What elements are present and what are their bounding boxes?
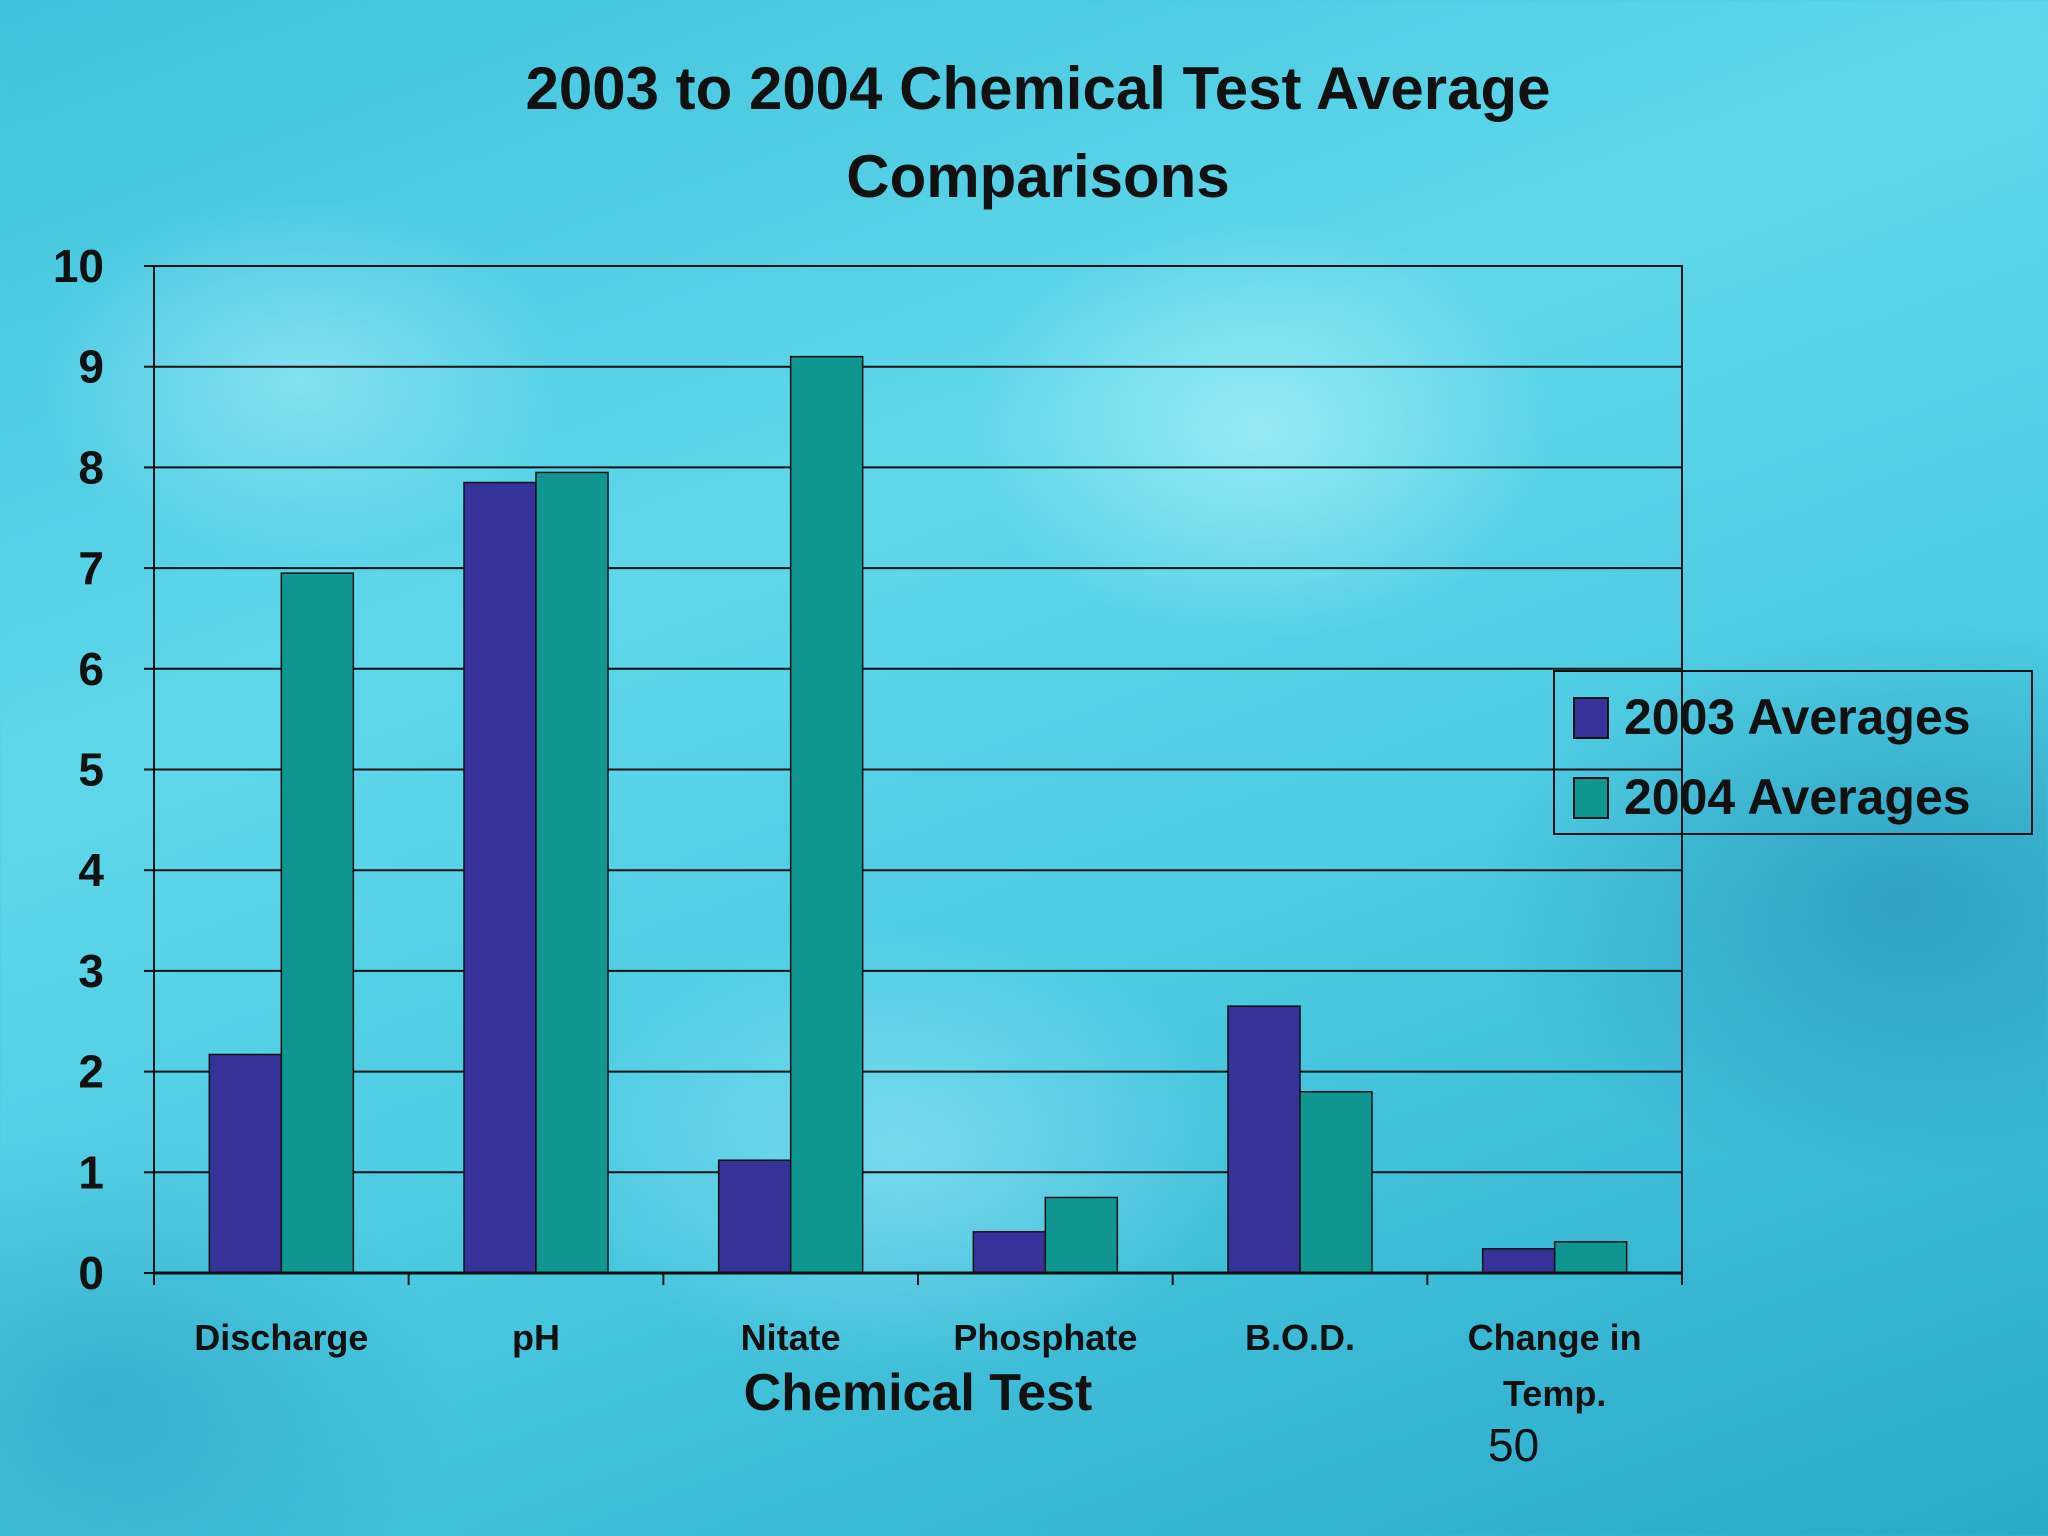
bar-2004-ph	[535, 471, 609, 1274]
legend-box	[1553, 670, 2033, 835]
x-tick-label: Nitate	[741, 1317, 841, 1358]
bar-2004-phosphate	[1044, 1196, 1119, 1274]
x-tick-label: Temp.	[1503, 1373, 1606, 1414]
x-axis-ticks: Discharge pH Nitate Phosphate B.O.D. Change i…	[194, 1317, 1641, 1414]
x-tick-label: Discharge	[194, 1317, 368, 1358]
bar-2003-change-in-temp	[1481, 1248, 1556, 1274]
bar-2003-phosphate	[972, 1230, 1047, 1274]
y-tick-label: 3	[78, 945, 104, 997]
legend-swatch-2003	[1573, 697, 1609, 739]
bar-2003-ph	[463, 481, 537, 1274]
bar-2004-b-o-d	[1299, 1090, 1373, 1274]
bar-2003-discharge	[208, 1053, 283, 1274]
y-tick-label: 6	[78, 643, 104, 695]
y-tick-label: 9	[78, 341, 104, 393]
x-tick-label: pH	[512, 1317, 560, 1358]
legend-label-2003: 2003 Averages	[1624, 689, 1971, 745]
y-tick-label: 4	[78, 844, 104, 896]
y-tick-label: 8	[78, 441, 104, 493]
bar-2004-discharge	[280, 572, 355, 1274]
x-tick-label: Phosphate	[953, 1317, 1137, 1358]
bar-2003-b-o-d	[1227, 1005, 1301, 1274]
bar-2003-nitate	[717, 1159, 792, 1274]
chart-title-line-2: Comparisons	[846, 143, 1230, 210]
y-axis-ticks: 0 1 2 3 4 5 6 7 8 9 10	[53, 240, 154, 1299]
bar-2004-nitate	[789, 355, 864, 1274]
y-tick-label: 5	[78, 744, 104, 796]
bars	[208, 355, 1628, 1274]
y-tick-label: 10	[53, 240, 104, 292]
page-number: 50	[1488, 1419, 1540, 1471]
chart-title-line-1: 2003 to 2004 Chemical Test Average	[525, 55, 1551, 122]
legend-swatch-2004	[1573, 777, 1609, 819]
y-tick-label: 7	[78, 542, 104, 594]
legend-label-2004: 2004 Averages	[1624, 769, 1971, 825]
gridlines	[153, 265, 1683, 1274]
x-axis-label: Chemical Test	[744, 1364, 1093, 1422]
x-tick-label: B.O.D.	[1245, 1317, 1355, 1358]
x-axis	[153, 266, 1683, 1285]
x-tick-label: Change in	[1468, 1317, 1642, 1358]
legend: 2003 Averages 2004 Averages	[1553, 670, 2033, 835]
y-tick-label: 1	[78, 1146, 104, 1198]
y-tick-label: 0	[78, 1247, 104, 1299]
bar-2004-change-in-temp	[1553, 1241, 1628, 1274]
y-tick-label: 2	[78, 1046, 104, 1098]
